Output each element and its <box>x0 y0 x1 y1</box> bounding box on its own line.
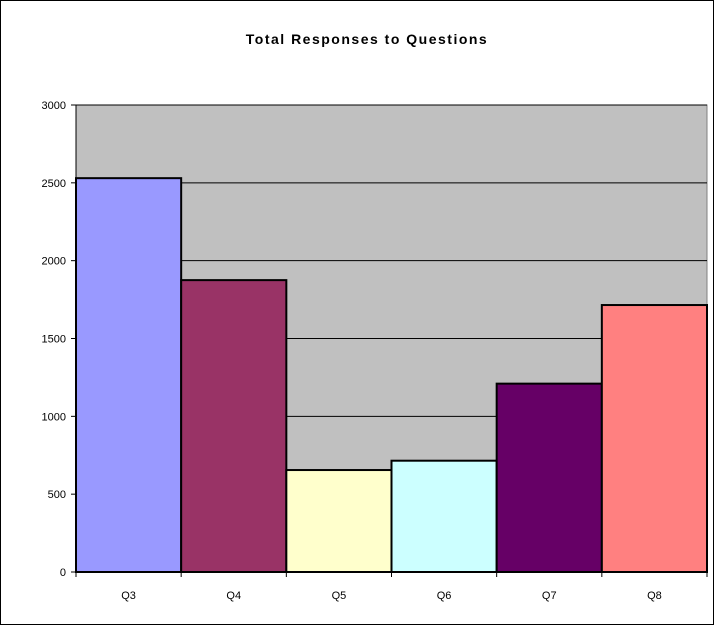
x-tick-label: Q6 <box>437 590 452 602</box>
y-tick-label: 1000 <box>42 411 66 423</box>
x-tick-label: Q8 <box>647 590 662 602</box>
x-tick-label: Q3 <box>121 590 136 602</box>
chart-title: Total Responses to Questions <box>246 31 488 47</box>
y-tick-label: 3000 <box>42 100 66 112</box>
bar-q8 <box>600 304 708 573</box>
x-tick-label: Q5 <box>332 590 347 602</box>
bar-q7 <box>495 382 603 574</box>
x-axis: Q3 Q4 Q5 Q6 Q7 Q8 <box>75 571 708 602</box>
y-tick-label: 500 <box>48 489 66 501</box>
y-tick-label: 0 <box>60 567 66 579</box>
y-tick-label: 2000 <box>42 256 66 268</box>
bar-q4 <box>180 279 288 573</box>
bar-q5 <box>285 469 393 573</box>
x-tick-label: Q7 <box>542 590 557 602</box>
bar-q3 <box>75 177 183 573</box>
bar-q6 <box>390 459 498 573</box>
x-tick-label: Q4 <box>226 590 241 602</box>
y-tick-label: 1500 <box>42 334 66 346</box>
bars <box>75 177 708 574</box>
y-tick-label: 2500 <box>42 178 66 190</box>
y-axis: 0 500 1000 1500 2000 2500 3000 <box>42 100 77 579</box>
